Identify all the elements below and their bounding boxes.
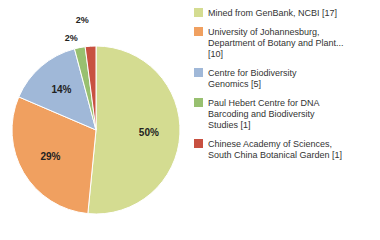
slices (12, 46, 180, 214)
legend-entry: Centre for BiodiversityGenomics [5] (208, 68, 297, 89)
data-label: 14% (51, 84, 71, 95)
legend-entry: Chinese Academy of Sciences,South China … (208, 139, 342, 160)
data-label: 2% (65, 33, 78, 43)
legend-line: Chinese Academy of Sciences, (208, 139, 332, 149)
data-labels: 50% 29% 14% 2% 2% (40, 15, 159, 162)
legend-line: South China Botanical Garden [1] (208, 150, 342, 160)
legend-line: Mined from GenBank, NCBI [17] (208, 8, 337, 18)
legend-line: [10] (208, 49, 223, 59)
data-label: 50% (139, 127, 159, 138)
pie-slice (74, 47, 96, 130)
data-label: 2% (76, 15, 89, 25)
legend-entry: Paul Hebert Centre for DNABarcoding and … (208, 98, 320, 130)
legend-swatch (194, 98, 203, 107)
legend-entry: Mined from GenBank, NCBI [17] (208, 8, 337, 18)
pie-slice (88, 46, 180, 214)
legend-line: Department of Botany and Plant... (208, 38, 344, 48)
legend-swatch (194, 27, 203, 36)
legend-swatch (194, 139, 203, 148)
legend-line: Studies [1] (208, 120, 251, 130)
legend-line: Paul Hebert Centre for DNA (208, 98, 320, 108)
legend-entry: University of Johannesburg,Department of… (208, 27, 344, 59)
chart: 50% 29% 14% 2% 2% Mined from GenBank, NCBI [1… (0, 0, 380, 240)
legend-swatch (194, 8, 203, 17)
legend-line: Barcoding and Biodiversity (208, 109, 315, 119)
legend: Mined from GenBank, NCBI [17] University … (194, 8, 344, 160)
legend-swatch (194, 68, 203, 77)
data-label: 29% (40, 151, 60, 162)
legend-line: Centre for Biodiversity (208, 68, 297, 78)
legend-line: University of Johannesburg, (208, 27, 320, 37)
pie-slice (85, 46, 96, 130)
legend-line: Genomics [5] (208, 79, 261, 89)
